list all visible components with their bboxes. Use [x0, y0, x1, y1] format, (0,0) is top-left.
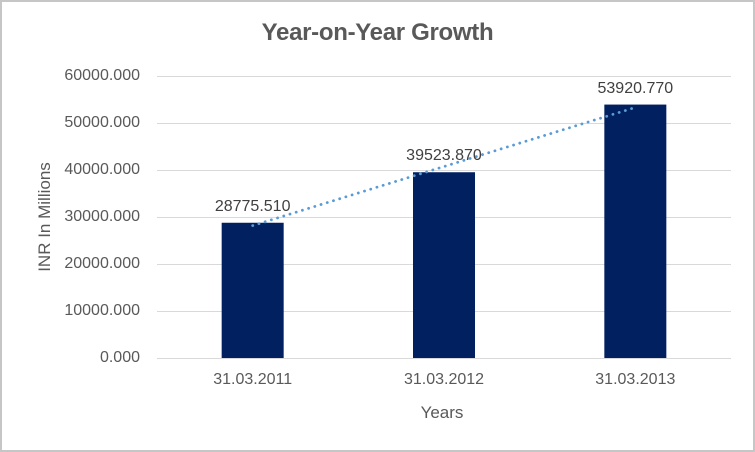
trendline: [251, 106, 637, 228]
bar: [413, 172, 475, 358]
y-tick-label: 20000.000: [64, 255, 140, 272]
x-axis-title: Years: [420, 403, 464, 422]
data-label: 28775.510: [214, 197, 291, 215]
data-label: 53920.770: [597, 79, 674, 97]
chart-title: Year-on-Year Growth: [261, 19, 494, 46]
y-tick-label: 0.000: [99, 349, 140, 366]
y-tick-label: 10000.000: [64, 302, 140, 319]
x-tick-label: 31.03.2013: [595, 371, 676, 388]
bar: [221, 222, 284, 358]
y-tick-label: 30000.000: [64, 208, 140, 225]
y-tick-label: 60000.000: [64, 67, 140, 84]
bar: [604, 104, 667, 358]
x-tick-label: 31.03.2012: [403, 371, 485, 388]
data-label: 39523.870: [406, 147, 482, 165]
x-tick-label: 31.03.2011: [213, 371, 293, 388]
y-tick-label: 40000.000: [64, 161, 140, 178]
y-tick-label: 50000.000: [64, 114, 140, 131]
plot-svg: [157, 76, 731, 359]
plot-area: [157, 76, 731, 359]
